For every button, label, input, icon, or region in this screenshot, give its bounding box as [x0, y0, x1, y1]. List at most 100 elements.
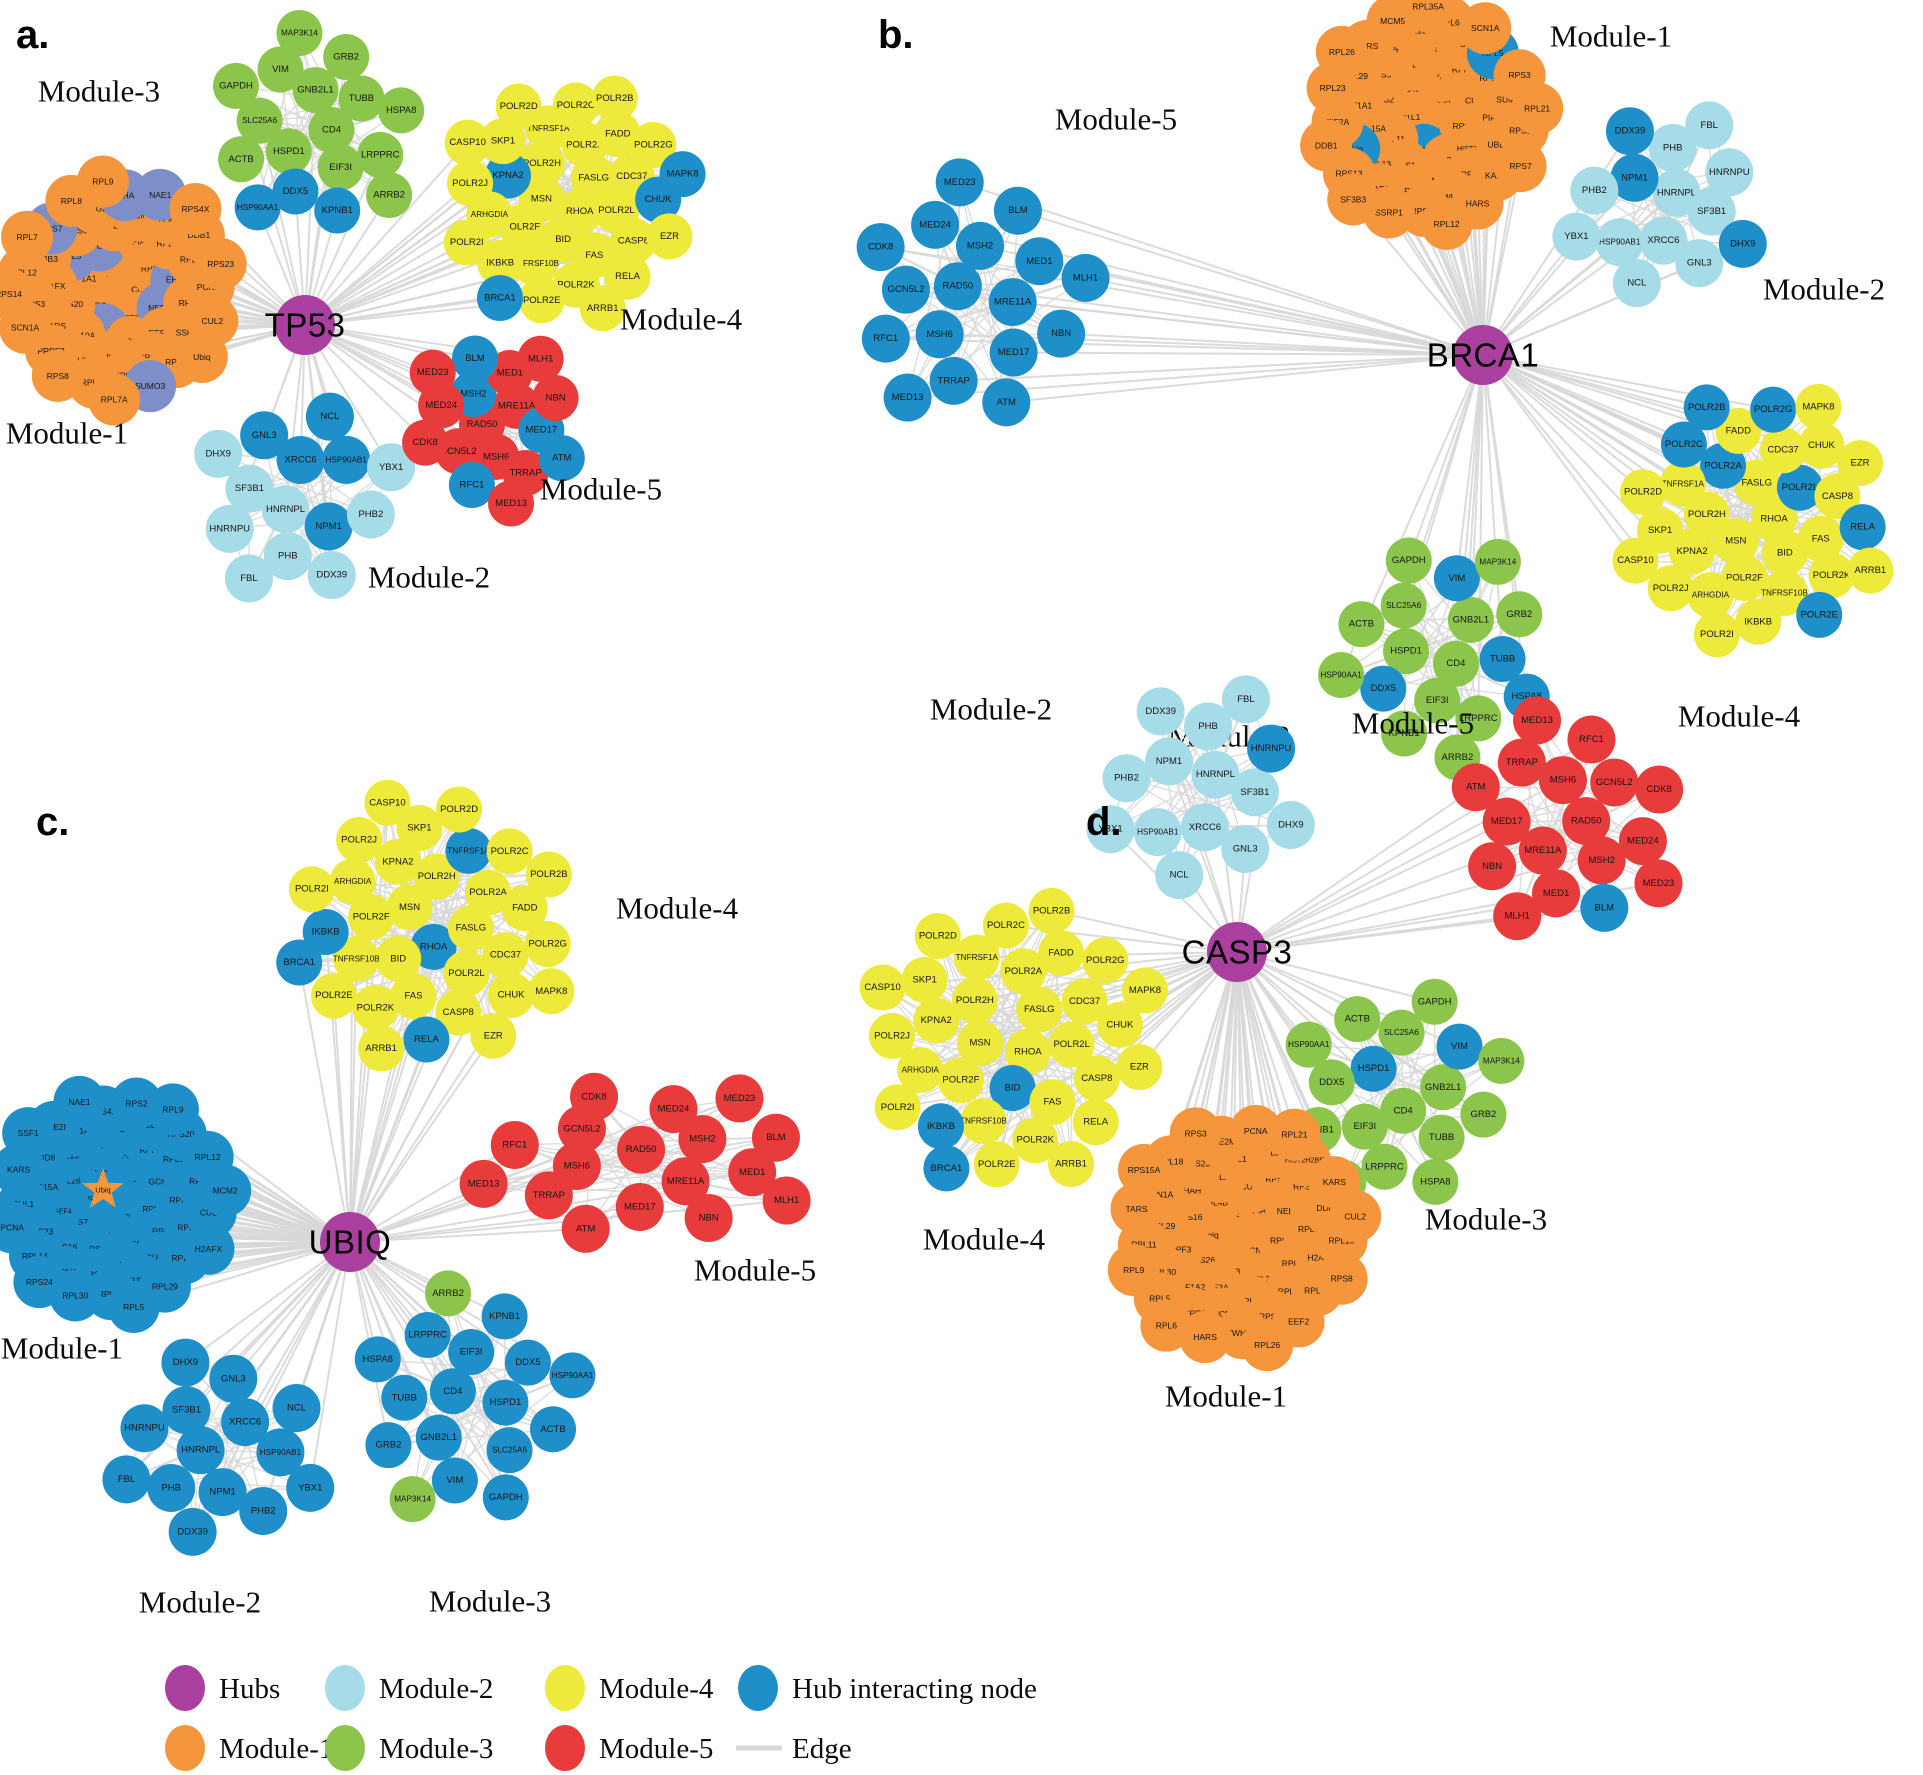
gene-node-RFC1[interactable]	[448, 462, 495, 509]
gene-node-DDX39[interactable]	[168, 1507, 217, 1556]
gene-node-CDC37[interactable]	[1061, 978, 1108, 1025]
gene-node-CASP10[interactable]	[444, 119, 491, 166]
gene-node-FBL[interactable]	[102, 1455, 151, 1504]
hub-node-UBIQ[interactable]	[320, 1212, 380, 1272]
gene-node-KPNB1[interactable]	[481, 1293, 528, 1340]
gene-node-POLR2G[interactable]	[630, 121, 677, 168]
gene-node-CUL2[interactable]	[1329, 1190, 1382, 1243]
gene-node-YBX1[interactable]	[367, 443, 416, 492]
gene-node-SSF1[interactable]	[2, 1107, 55, 1160]
gene-node-BRCA1[interactable]	[276, 939, 323, 986]
gene-node-XRCC6[interactable]	[1639, 216, 1688, 265]
gene-node-DDX5[interactable]	[504, 1339, 551, 1386]
gene-node-MED1[interactable]	[728, 1148, 777, 1197]
gene-node-SF3B3[interactable]	[1327, 173, 1380, 226]
star-node-Ubiq[interactable]	[82, 1168, 124, 1208]
gene-node-TUBB[interactable]	[1479, 636, 1526, 683]
gene-node-RPL26[interactable]	[1315, 25, 1368, 78]
gene-node-NPM1[interactable]	[1610, 153, 1659, 202]
gene-node-MED1[interactable]	[1532, 869, 1581, 918]
gene-node-EIF3I[interactable]	[1341, 1103, 1388, 1150]
gene-node-HSP90AB1[interactable]	[322, 435, 371, 484]
gene-node-EZR[interactable]	[1116, 1044, 1163, 1091]
gene-node-BLM[interactable]	[452, 335, 499, 382]
gene-node-MED13[interactable]	[1513, 696, 1562, 745]
gene-node-POLR2J[interactable]	[869, 1012, 916, 1059]
gene-node-NCL[interactable]	[1155, 851, 1204, 900]
gene-node-POLR2G[interactable]	[1082, 937, 1129, 984]
gene-node-POLR2E[interactable]	[1796, 591, 1843, 638]
gene-node-NPM1[interactable]	[304, 502, 353, 551]
gene-node-RPL5[interactable]	[107, 1280, 160, 1333]
gene-node-RAD50[interactable]	[1562, 797, 1611, 846]
gene-node-POLR2I[interactable]	[874, 1084, 921, 1131]
gene-node-GNB2L1[interactable]	[1447, 596, 1494, 643]
gene-node-BLM[interactable]	[1580, 883, 1629, 932]
gene-node-GNB2L1[interactable]	[1420, 1064, 1467, 1111]
gene-node-IKBKB[interactable]	[477, 239, 524, 286]
gene-node-PHB[interactable]	[1648, 123, 1697, 172]
gene-node-HSP90AA1[interactable]	[1285, 1021, 1332, 1068]
gene-node-DHX9[interactable]	[194, 429, 243, 478]
gene-node-DDX39[interactable]	[307, 551, 356, 600]
gene-node-RPL12[interactable]	[1420, 197, 1473, 250]
gene-node-DDX5[interactable]	[272, 168, 319, 215]
gene-node-ARRB1[interactable]	[1847, 547, 1894, 594]
gene-node-GNB2L1[interactable]	[292, 67, 339, 114]
gene-node-RFC1[interactable]	[490, 1120, 539, 1169]
gene-node-RPL21[interactable]	[1268, 1108, 1321, 1161]
gene-node-POLR2D[interactable]	[495, 83, 542, 130]
gene-node-LRPPRC[interactable]	[1455, 695, 1502, 742]
gene-node-HSP90AB1[interactable]	[1133, 808, 1182, 857]
gene-node-HNRNPU[interactable]	[1247, 724, 1296, 773]
gene-node-DHX9[interactable]	[1718, 219, 1767, 268]
gene-node-CASP8[interactable]	[610, 217, 657, 264]
gene-node-BLM[interactable]	[993, 186, 1042, 235]
gene-node-TUBB[interactable]	[1418, 1114, 1465, 1161]
gene-node-TNFRSF1A[interactable]	[1659, 460, 1706, 507]
gene-node-XRCC6[interactable]	[221, 1398, 270, 1447]
gene-node-RPL21[interactable]	[1511, 82, 1564, 135]
gene-node-PHB2[interactable]	[1102, 754, 1151, 803]
gene-node-BRCA1[interactable]	[923, 1145, 970, 1192]
gene-node-MED24[interactable]	[649, 1085, 698, 1134]
gene-node-GRB2[interactable]	[1496, 591, 1543, 638]
gene-node-GAPDH[interactable]	[1411, 978, 1458, 1025]
gene-node-CDK8[interactable]	[856, 223, 905, 272]
gene-node-POLR2I[interactable]	[1693, 611, 1740, 658]
gene-node-EIF3I[interactable]	[1414, 677, 1461, 724]
gene-node-FBL[interactable]	[1685, 101, 1734, 150]
gene-node-KPNB1[interactable]	[314, 187, 361, 234]
gene-node-TRRAP[interactable]	[929, 356, 978, 405]
gene-node-POLR2C[interactable]	[552, 82, 599, 129]
gene-node-HSPD1[interactable]	[1350, 1045, 1397, 1092]
gene-node-MAP3K14[interactable]	[389, 1476, 436, 1523]
gene-node-GNL3[interactable]	[1675, 239, 1724, 288]
gene-node-TNFRSF10B[interactable]	[960, 1098, 1007, 1145]
gene-node-POLR2J[interactable]	[447, 160, 494, 207]
gene-node-MED23[interactable]	[935, 158, 984, 207]
gene-node-TNFRSF1A[interactable]	[445, 827, 492, 874]
gene-node-FAS[interactable]	[390, 973, 437, 1020]
gene-node-HSP90AB1[interactable]	[256, 1428, 305, 1477]
gene-node-FASLG[interactable]	[1016, 986, 1063, 1033]
gene-node-HSPA8[interactable]	[378, 87, 425, 134]
gene-node-GNL3[interactable]	[209, 1354, 258, 1403]
gene-node-KPNA2[interactable]	[374, 838, 421, 885]
gene-node-MSH2[interactable]	[1577, 836, 1626, 885]
gene-node-HSPA8[interactable]	[354, 1336, 401, 1383]
gene-node-CASP8[interactable]	[1073, 1055, 1120, 1102]
gene-node-NPM1[interactable]	[198, 1468, 247, 1517]
gene-node-RPL7[interactable]	[1, 210, 54, 263]
gene-node-EZR[interactable]	[646, 213, 693, 260]
gene-node-NBN[interactable]	[1037, 309, 1086, 358]
gene-node-VIM[interactable]	[257, 46, 304, 93]
gene-node-RPS23[interactable]	[194, 238, 247, 291]
gene-node-GNB2L1[interactable]	[415, 1414, 462, 1461]
gene-node-MED24[interactable]	[911, 200, 960, 249]
gene-node-RPS3[interactable]	[1169, 1107, 1222, 1160]
gene-node-ARRB1[interactable]	[358, 1025, 405, 1072]
gene-node-POLR2B[interactable]	[1028, 887, 1075, 934]
gene-node-DDX5[interactable]	[1360, 665, 1407, 712]
gene-node-PHB2[interactable]	[346, 490, 395, 539]
